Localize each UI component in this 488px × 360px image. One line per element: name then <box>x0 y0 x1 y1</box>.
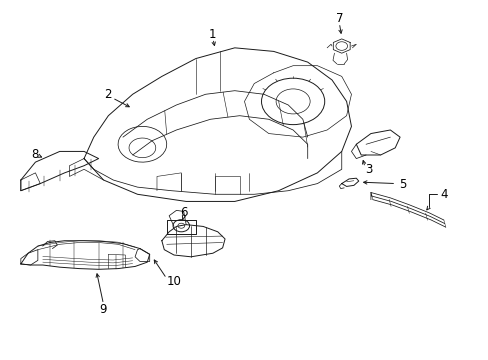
Text: 2: 2 <box>104 88 112 101</box>
Text: 1: 1 <box>209 28 216 41</box>
Text: 7: 7 <box>335 12 343 25</box>
Text: 4: 4 <box>439 188 447 201</box>
Text: 6: 6 <box>180 206 187 219</box>
Text: 9: 9 <box>100 303 107 316</box>
Text: 3: 3 <box>364 163 371 176</box>
Text: 8: 8 <box>31 148 38 161</box>
Text: 10: 10 <box>166 275 181 288</box>
Text: 5: 5 <box>398 178 406 191</box>
